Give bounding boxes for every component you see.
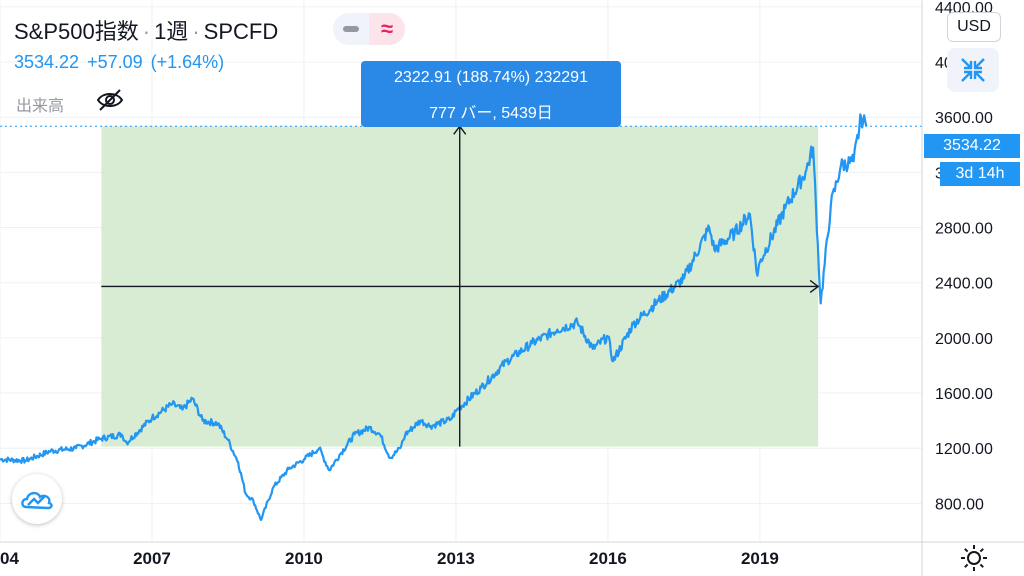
measure-line-1: 2322.91 (188.74%) 232291 [394, 69, 588, 86]
measure-line-2: 777 バー, 5439日 [429, 105, 553, 122]
y-tick-label: 2000.00 [935, 331, 993, 348]
y-tick-label: 2800.00 [935, 221, 993, 238]
minus-icon[interactable] [333, 13, 369, 45]
tradingview-cloud-icon [21, 491, 53, 510]
chart-style-toggle: ≈ [333, 13, 405, 45]
settings-icon[interactable] [960, 544, 988, 572]
y-tick-label: 2400.00 [935, 276, 993, 293]
title-separator: · [142, 19, 151, 44]
price-series [0, 113, 868, 521]
x-tick-label: 2007 [133, 549, 171, 568]
measure-tooltip: 2322.91 (188.74%) 232291 777 バー, 5439日 [361, 61, 621, 127]
symbol-title[interactable]: S&P500指数 · 1週 · SPCFD [14, 14, 278, 46]
arrows-in-icon [961, 58, 985, 82]
x-tick-label: 2010 [285, 549, 323, 568]
price-change-pct: (+1.64%) [150, 52, 225, 72]
countdown-tag: 3d 14h [940, 162, 1020, 186]
series-line [0, 113, 868, 521]
title-separator-2: · [192, 19, 200, 44]
volume-label: 出来高 [16, 98, 65, 115]
y-tick-label: 800.00 [935, 496, 984, 513]
approx-icon[interactable]: ≈ [369, 13, 405, 45]
y-tick-label: 1600.00 [935, 386, 993, 403]
logo-button[interactable] [12, 474, 62, 524]
symbol-name: S&P500指数 [14, 19, 139, 44]
x-tick-label: 2016 [589, 549, 627, 568]
interval-label: 1週 [154, 19, 189, 44]
price-readout: 3534.22 +57.09 (+1.64%) [14, 52, 232, 73]
exchange-label: SPCFD [203, 19, 279, 44]
price-change: +57.09 [87, 52, 143, 72]
currency-button[interactable]: USD [947, 12, 1001, 42]
measure-h-arrow [809, 279, 820, 294]
eye-off-icon[interactable] [96, 86, 124, 114]
last-price: 3534.22 [14, 52, 80, 72]
x-tick-label: 2013 [437, 549, 475, 568]
y-tick-label: 3600.00 [935, 110, 993, 127]
y-tick-label: 1200.00 [935, 441, 993, 458]
x-tick-label: 2019 [741, 549, 779, 568]
x-tick-label: 04 [0, 549, 19, 568]
last-price-tag: 3534.22 [924, 134, 1020, 158]
shrink-button[interactable] [947, 48, 999, 92]
